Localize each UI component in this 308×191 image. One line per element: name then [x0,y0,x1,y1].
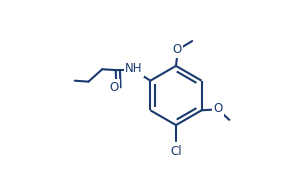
Text: NH: NH [125,62,143,75]
Text: Cl: Cl [170,145,182,158]
Text: O: O [172,43,181,56]
Text: O: O [213,102,222,115]
Text: O: O [109,81,118,94]
